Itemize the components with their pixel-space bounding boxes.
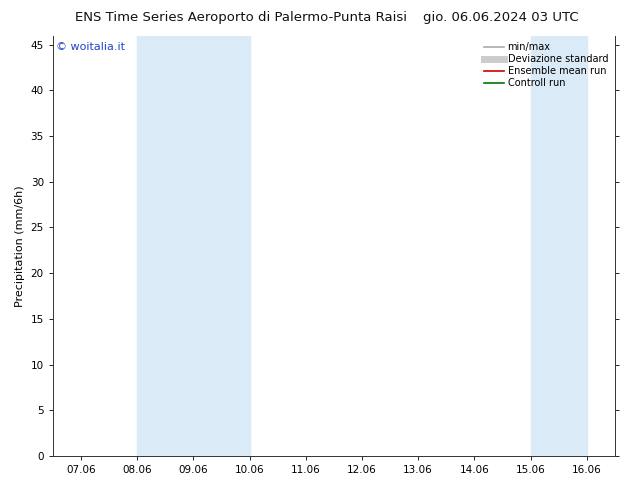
Legend: min/max, Deviazione standard, Ensemble mean run, Controll run: min/max, Deviazione standard, Ensemble m…	[481, 39, 612, 92]
Bar	[137, 36, 250, 456]
Text: gio. 06.06.2024 03 UTC: gio. 06.06.2024 03 UTC	[423, 11, 579, 24]
Text: ENS Time Series Aeroporto di Palermo-Punta Raisi: ENS Time Series Aeroporto di Palermo-Pun…	[75, 11, 407, 24]
Bar	[531, 36, 586, 456]
Text: © woitalia.it: © woitalia.it	[56, 42, 125, 52]
Y-axis label: Precipitation (mm/6h): Precipitation (mm/6h)	[15, 185, 25, 307]
